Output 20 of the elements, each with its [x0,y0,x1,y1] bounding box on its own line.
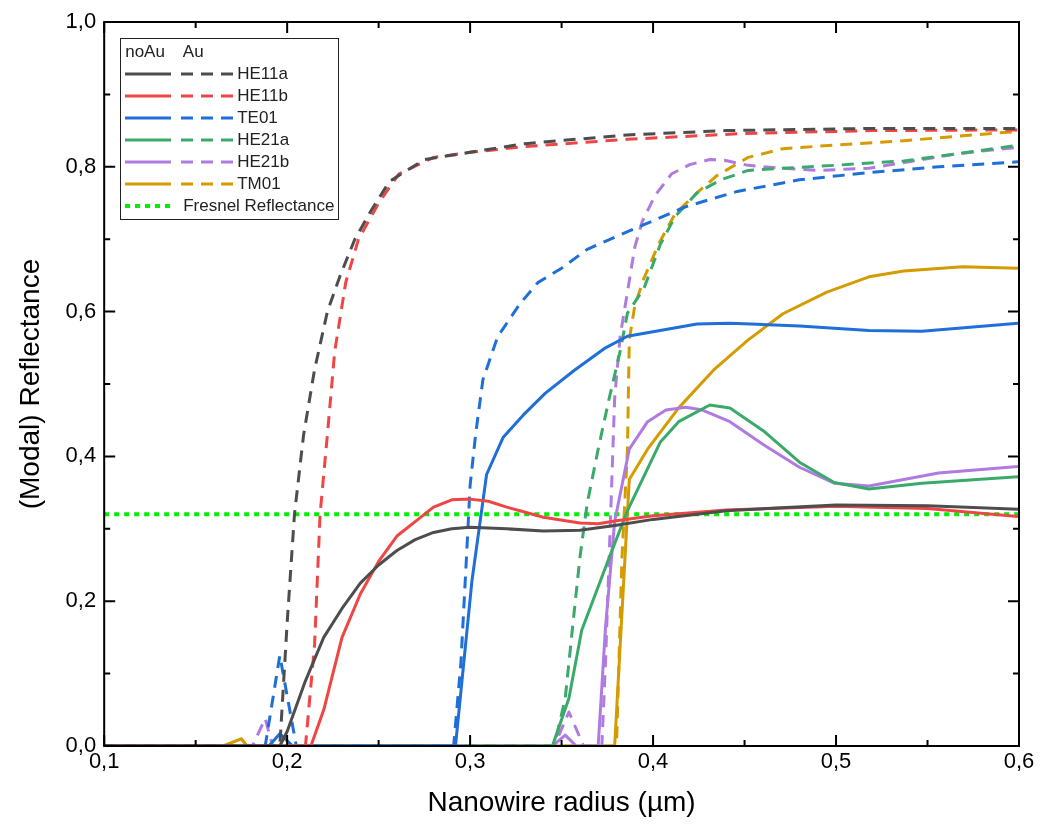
x-tick-label: 0,5 [820,748,852,774]
x-tick-label: 0,3 [454,748,486,774]
legend-label: HE21a [237,129,290,151]
y-tick-label: 0,2 [65,587,97,613]
y-axis-title: (Modal) Reflectance [13,258,45,510]
legend-label: HE21b [237,151,290,173]
legend-label: TM01 [237,173,281,195]
legend-label: HE11b [237,85,288,107]
x-tick-label: 0,2 [271,748,303,774]
legend-title: noAu Au [125,41,205,63]
legend-label: TE01 [237,107,278,129]
y-tick-label: 0,4 [65,442,97,468]
legend-label: Fresnel Reflectance [183,195,335,217]
y-tick-label: 0,8 [65,152,97,178]
x-tick-label: 0,6 [1003,748,1035,774]
x-tick-label: 0,4 [637,748,669,774]
y-tick-label: 1,0 [65,8,97,34]
y-tick-label: 0,6 [65,297,97,323]
legend-label: HE11a [237,63,288,85]
x-axis-title: Nanowire radius (µm) [427,785,696,817]
